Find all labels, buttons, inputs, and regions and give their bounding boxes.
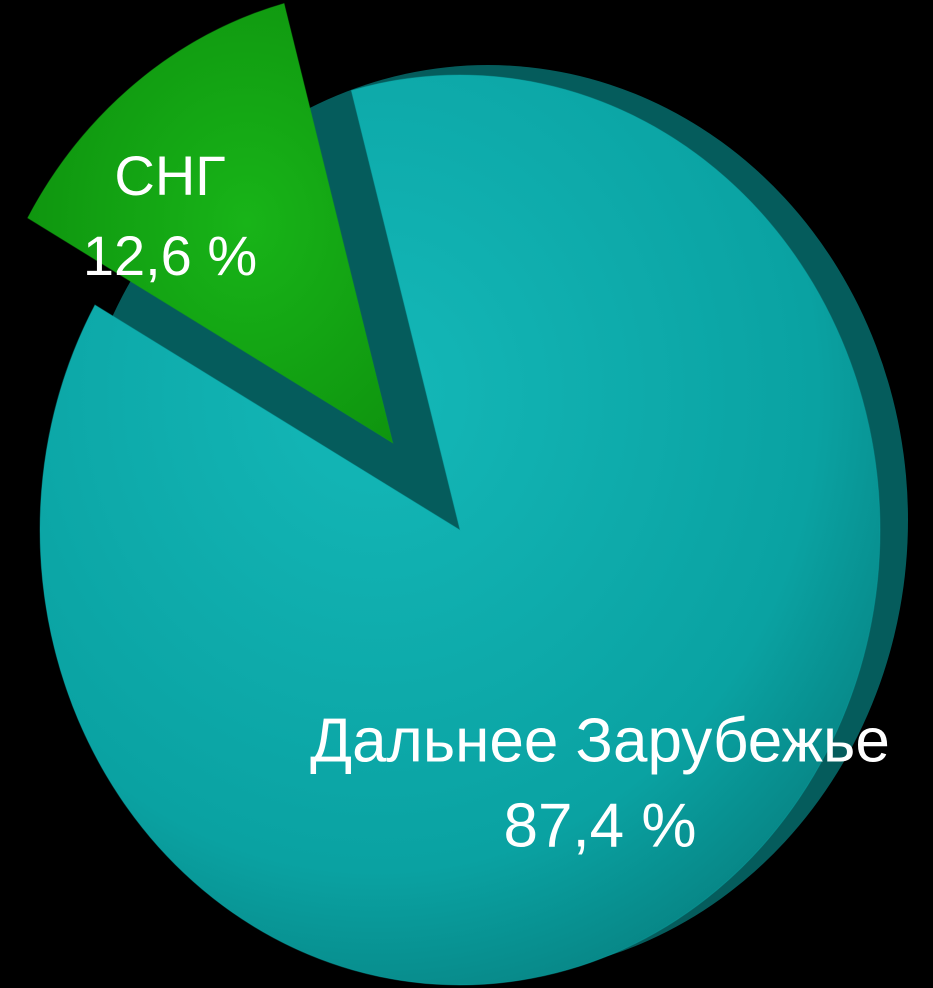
slice-label: СНГ — [114, 144, 225, 207]
labels: СНГ 12,6 % Дальнее Зарубежье 87,4 % — [83, 144, 890, 861]
value-label: 12,6 % — [83, 224, 257, 287]
slice-label: Дальнее Зарубежье — [310, 706, 890, 775]
pie-slice — [39, 74, 881, 986]
pie-slice — [27, 2, 394, 445]
slices — [27, 2, 881, 986]
value-label: 87,4 % — [503, 791, 696, 860]
